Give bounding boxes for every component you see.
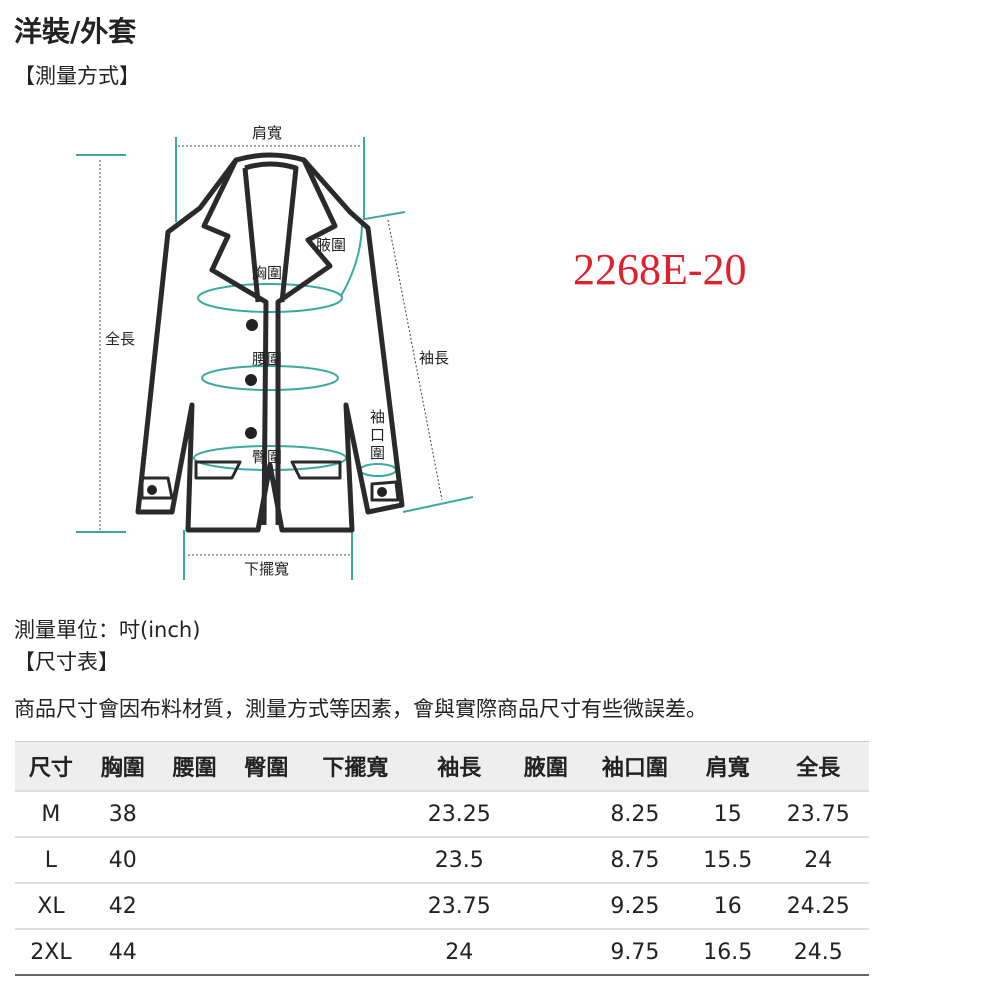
jacket-measurement-diagram: 肩寬 腋圍 胸圍 全長 袖長 腰圍 袖 口 圍 臀圍 下擺寬 <box>76 124 474 580</box>
guide-lines <box>76 137 474 580</box>
table-cell <box>302 928 409 976</box>
table-cell: 8.25 <box>581 790 688 837</box>
size-note: 商品尺寸會因布料材質，測量方式等因素，會與實際商品尺寸有些微誤差。 <box>14 697 707 721</box>
column-header: 下擺寬 <box>302 741 409 791</box>
table-cell: 24 <box>408 928 510 976</box>
table-cell <box>302 836 409 883</box>
column-header: 袖口圍 <box>581 741 688 791</box>
table-cell <box>230 882 303 929</box>
page-title: 洋裝/外套 <box>14 15 137 48</box>
table-cell: XL <box>15 882 87 929</box>
table-cell: 23.75 <box>408 882 510 929</box>
table-cell: 9.25 <box>581 882 688 929</box>
table-cell: 16.5 <box>687 928 768 976</box>
table-cell: L <box>15 836 87 883</box>
column-header: 全長 <box>767 741 869 791</box>
label-armpit: 腋圍 <box>316 236 346 254</box>
label-cuff-2: 口 <box>370 426 385 444</box>
table-cell: 2XL <box>15 928 87 976</box>
column-header: 肩寬 <box>687 741 768 791</box>
table-row: XL 42 23.75 9.25 16 24.25 <box>15 882 869 929</box>
table-cell: 23.5 <box>408 836 510 883</box>
column-header: 袖長 <box>408 741 510 791</box>
size-table: 尺寸 胸圍 腰圍 臀圍 下擺寬 袖長 腋圍 袖口圍 肩寬 全長 M 38 23.25 8.25 15 23.… <box>15 741 869 976</box>
table-row: L 40 23.5 8.75 15.5 24 <box>15 836 869 883</box>
label-hip: 臀圍 <box>252 448 282 466</box>
table-cell: 40 <box>86 836 159 883</box>
label-cuff-1: 袖 <box>370 408 385 426</box>
table-cell: 23.25 <box>408 790 510 837</box>
table-row: 2XL 44 24 9.75 16.5 24.5 <box>15 928 869 976</box>
table-cell <box>302 790 409 837</box>
table-cell <box>158 836 231 883</box>
table-cell: 9.75 <box>581 928 688 976</box>
table-cell: 15.5 <box>687 836 768 883</box>
product-code: 2268E-20 <box>573 245 747 294</box>
table-cell <box>230 928 303 976</box>
column-header: 臀圍 <box>230 741 303 791</box>
jacket-outline <box>135 152 405 533</box>
table-cell: M <box>15 790 87 837</box>
table-cell <box>158 928 231 976</box>
table-cell <box>230 836 303 883</box>
column-header: 腋圍 <box>509 741 582 791</box>
table-cell <box>230 790 303 837</box>
table-cell: 16 <box>687 882 768 929</box>
label-sleeve: 袖長 <box>419 349 449 367</box>
size-table-label: 【尺寸表】 <box>14 650 119 674</box>
table-cell: 15 <box>687 790 768 837</box>
table-cell: 38 <box>86 790 159 837</box>
unit-label: 測量單位：吋(inch) <box>14 618 201 642</box>
table-cell: 24.5 <box>767 928 869 976</box>
table-cell: 24 <box>767 836 869 883</box>
column-header: 腰圍 <box>158 741 231 791</box>
table-cell <box>509 836 582 883</box>
table-cell <box>509 882 582 929</box>
table-cell: 23.75 <box>767 790 869 837</box>
label-shoulder: 肩寬 <box>252 124 282 142</box>
table-cell <box>509 928 582 976</box>
label-chest: 胸圍 <box>252 264 282 282</box>
column-header: 尺寸 <box>15 741 87 791</box>
table-cell <box>509 790 582 837</box>
table-cell: 44 <box>86 928 159 976</box>
table-row: M 38 23.25 8.25 15 23.75 <box>15 790 869 837</box>
measurement-method-label: 【測量方式】 <box>14 64 140 88</box>
table-cell <box>158 882 231 929</box>
table-cell: 8.75 <box>581 836 688 883</box>
table-cell: 42 <box>86 882 159 929</box>
label-hem: 下擺寬 <box>244 560 289 578</box>
label-waist: 腰圍 <box>252 350 282 368</box>
buttons <box>147 319 387 497</box>
table-cell <box>158 790 231 837</box>
label-cuff-3: 圍 <box>370 444 385 462</box>
column-header: 胸圍 <box>86 741 159 791</box>
table-cell <box>302 882 409 929</box>
table-cell: 24.25 <box>767 882 869 929</box>
table-header-row: 尺寸 胸圍 腰圍 臀圍 下擺寬 袖長 腋圍 袖口圍 肩寬 全長 <box>15 741 869 791</box>
label-length: 全長 <box>105 330 135 348</box>
